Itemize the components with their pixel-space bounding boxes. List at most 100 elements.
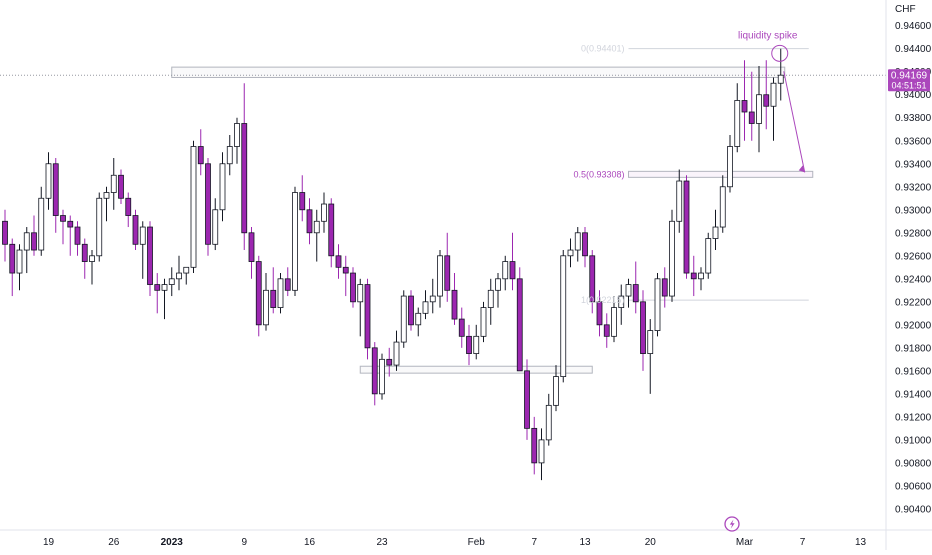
candle	[9, 238, 16, 297]
candle-body	[190, 146, 197, 268]
candle	[38, 186, 45, 256]
candle-body	[415, 312, 422, 326]
liquidity-spike-circle	[771, 44, 789, 62]
candle	[574, 227, 581, 262]
candle	[299, 175, 306, 222]
candle	[263, 273, 269, 331]
candle	[748, 71, 755, 141]
candle-body	[437, 255, 443, 297]
candle-body	[473, 335, 480, 354]
candle-body	[74, 226, 81, 245]
candle	[415, 307, 422, 337]
candle	[67, 215, 74, 256]
candle	[248, 227, 255, 279]
candle	[335, 244, 342, 279]
candle	[393, 330, 400, 371]
time-tick-label: 13	[855, 537, 867, 548]
time-tick-label: 7	[800, 537, 806, 548]
candle-body	[618, 295, 625, 308]
candle	[386, 347, 393, 377]
candle	[444, 232, 451, 302]
candle-body	[96, 197, 103, 257]
candle-body	[596, 301, 603, 326]
time-ticks: 19 26 2023 9 16 23 Feb 7 13 20 Mar 7 13	[43, 537, 867, 548]
candle	[241, 83, 248, 251]
candle	[197, 129, 204, 176]
price-tick-label: 0.94600	[895, 21, 932, 32]
candle	[81, 238, 88, 279]
candle	[364, 278, 371, 360]
candle-body	[52, 163, 59, 216]
candle	[379, 353, 385, 400]
candle-body	[567, 249, 574, 257]
candle-body	[89, 255, 95, 262]
candle	[582, 227, 588, 268]
candle-body	[357, 284, 364, 303]
candle-body	[611, 307, 617, 337]
candle	[763, 60, 770, 130]
candle-body	[161, 284, 168, 291]
candle-body	[741, 100, 748, 113]
price-tick-label: 0.90800	[895, 458, 932, 469]
candle	[777, 48, 784, 101]
candle	[74, 221, 81, 256]
candle-body	[241, 123, 248, 234]
candle	[183, 266, 190, 285]
candle	[350, 267, 356, 308]
candle	[502, 255, 509, 291]
candle	[270, 267, 277, 314]
candle	[640, 290, 646, 371]
candle	[139, 221, 146, 279]
lightning-icon[interactable]	[724, 516, 740, 532]
candle	[516, 267, 523, 372]
candle	[328, 198, 335, 268]
candle-body	[212, 209, 219, 245]
price-tick-label: 0.93600	[895, 136, 932, 147]
candle	[770, 77, 777, 141]
candle	[147, 221, 153, 297]
candle-body	[480, 307, 487, 337]
candle	[226, 135, 233, 176]
candle-body	[603, 324, 610, 337]
candle-body	[770, 82, 777, 107]
candle	[31, 215, 37, 256]
time-tick-label: 9	[241, 537, 247, 548]
time-tick-label: 23	[376, 537, 388, 548]
candle-body	[183, 266, 190, 274]
candle-body	[560, 255, 567, 377]
candle	[560, 250, 567, 383]
candle	[219, 152, 226, 222]
candle-body	[110, 174, 117, 193]
candle	[342, 255, 349, 297]
fib-level-05-label: 0.5(0.93308)	[573, 169, 624, 179]
candle-body	[379, 358, 385, 395]
candle	[690, 255, 697, 297]
candle-body	[9, 243, 16, 274]
price-tick-label: 0.93200	[895, 182, 932, 193]
candle-body	[45, 163, 52, 199]
last-price-value: 0.94169	[891, 70, 928, 81]
candle	[661, 267, 668, 308]
candle-body	[60, 215, 66, 222]
candle-body	[118, 174, 124, 199]
price-tick-label: 0.94400	[895, 44, 932, 55]
candle-body	[255, 261, 262, 326]
candle-body	[313, 220, 320, 234]
candle	[118, 169, 124, 205]
candle-body	[734, 100, 741, 147]
price-tick-label: 0.93000	[895, 205, 932, 216]
candle	[669, 209, 675, 302]
projection-arrow-head	[798, 165, 805, 173]
price-tick-label: 0.91200	[895, 412, 932, 423]
candle-body	[763, 94, 770, 107]
price-tick-label: 0.92600	[895, 251, 932, 262]
resistance-zone	[171, 66, 786, 78]
candle	[321, 192, 327, 233]
candle-body	[364, 284, 371, 349]
candle-body	[328, 203, 335, 257]
candle-body	[516, 278, 523, 372]
candle	[611, 296, 617, 343]
